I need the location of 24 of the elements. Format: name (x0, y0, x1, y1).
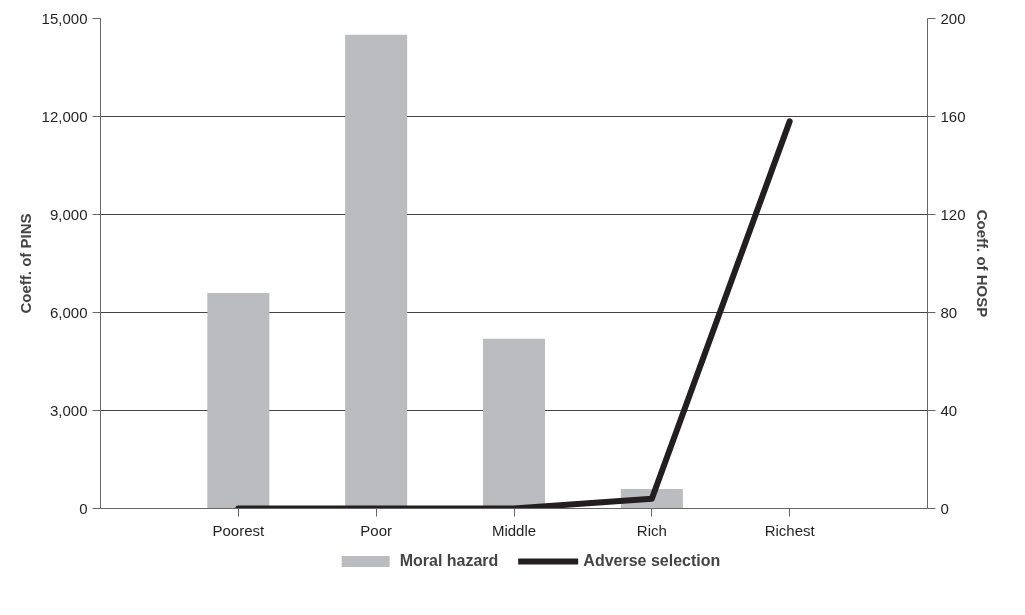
y-tick-label: 6,000 (49, 303, 88, 321)
y-tick-label: 12,000 (41, 107, 88, 125)
y2-tick-label: 0 (940, 499, 949, 517)
y2-tick-label: 160 (940, 107, 966, 125)
y-axis-title: Coeff. of PINS (16, 213, 34, 314)
y-tick-label: 3,000 (49, 401, 88, 419)
x-tick-label: Poorest (212, 521, 266, 539)
legend-label: Adverse selection (583, 552, 721, 570)
y-tick-label: 0 (79, 499, 88, 517)
bar (345, 34, 408, 509)
y2-tick-label: 120 (940, 205, 966, 223)
y2-tick-label: 80 (940, 303, 958, 321)
y2-tick-label: 40 (940, 401, 958, 419)
bar (207, 292, 270, 509)
y2-tick-label: 200 (940, 9, 966, 27)
x-tick-label: Middle (491, 521, 537, 539)
y2-axis-title: Coeff. of HOSP (973, 209, 991, 318)
y-tick-label: 9,000 (49, 205, 88, 223)
legend-label: Moral hazard (399, 552, 499, 570)
y-tick-label: 15,000 (41, 9, 88, 27)
bar (482, 338, 546, 509)
x-tick-label: Poor (360, 521, 393, 539)
x-tick-label: Richest (764, 521, 816, 539)
x-tick-label: Rich (636, 521, 667, 539)
